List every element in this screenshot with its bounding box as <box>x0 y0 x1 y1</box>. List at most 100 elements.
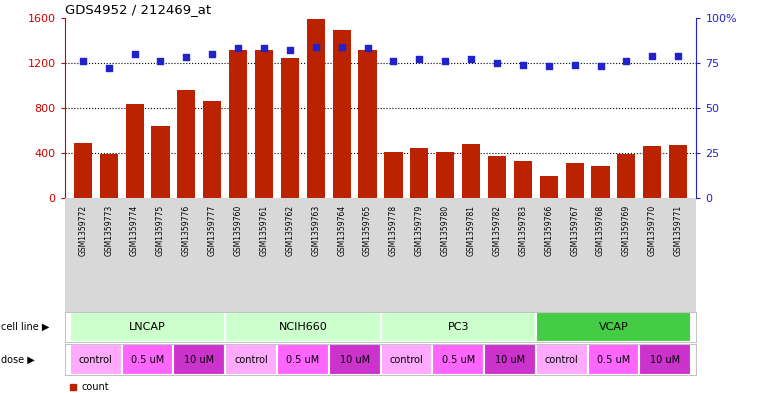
Point <box>310 44 322 50</box>
Text: GSM1359773: GSM1359773 <box>104 204 113 256</box>
Text: 0.5 uM: 0.5 uM <box>131 354 164 365</box>
Bar <box>277 344 329 375</box>
Bar <box>617 154 635 198</box>
Bar <box>669 145 687 198</box>
Text: GSM1359772: GSM1359772 <box>78 204 88 256</box>
Bar <box>462 144 480 198</box>
Bar <box>565 163 584 198</box>
Bar <box>151 126 170 198</box>
Bar <box>255 50 273 198</box>
Point <box>154 58 167 64</box>
Bar <box>333 30 351 198</box>
Bar <box>122 344 174 375</box>
Bar <box>380 344 432 375</box>
Text: GSM1359766: GSM1359766 <box>544 204 553 256</box>
Text: GSM1359765: GSM1359765 <box>363 204 372 256</box>
Bar <box>70 312 225 342</box>
Point <box>361 45 374 51</box>
Point <box>232 45 244 51</box>
Text: GSM1359770: GSM1359770 <box>648 204 657 256</box>
Bar <box>74 143 92 198</box>
Bar <box>380 312 536 342</box>
Text: control: control <box>545 354 578 365</box>
Bar <box>225 344 277 375</box>
Bar <box>229 50 247 198</box>
Point <box>103 65 115 72</box>
Point <box>387 58 400 64</box>
Text: GSM1359760: GSM1359760 <box>234 204 243 256</box>
Bar <box>643 147 661 198</box>
Bar <box>410 148 428 198</box>
Bar <box>177 90 196 198</box>
Text: NCIH660: NCIH660 <box>279 322 327 332</box>
Text: GSM1359777: GSM1359777 <box>208 204 217 256</box>
Text: cell line ▶: cell line ▶ <box>1 322 49 332</box>
Bar <box>358 50 377 198</box>
Point <box>206 51 218 57</box>
Text: GSM1359767: GSM1359767 <box>570 204 579 256</box>
Bar <box>126 103 144 198</box>
Point <box>77 58 89 64</box>
Bar <box>536 344 587 375</box>
Text: 0.5 uM: 0.5 uM <box>441 354 475 365</box>
Text: dose ▶: dose ▶ <box>1 354 34 365</box>
Bar <box>484 344 536 375</box>
Bar <box>174 344 225 375</box>
Bar <box>514 161 532 198</box>
Text: GSM1359768: GSM1359768 <box>596 204 605 256</box>
Text: control: control <box>234 354 268 365</box>
Text: GSM1359779: GSM1359779 <box>415 204 424 256</box>
Text: GSM1359764: GSM1359764 <box>337 204 346 256</box>
Text: 0.5 uM: 0.5 uM <box>286 354 320 365</box>
Point <box>594 63 607 70</box>
Text: GSM1359771: GSM1359771 <box>673 204 683 256</box>
Bar <box>432 344 484 375</box>
Text: GSM1359775: GSM1359775 <box>156 204 165 256</box>
Text: GSM1359769: GSM1359769 <box>622 204 631 256</box>
Text: control: control <box>79 354 113 365</box>
Text: 10 uM: 10 uM <box>495 354 525 365</box>
Text: GSM1359763: GSM1359763 <box>311 204 320 256</box>
Text: 10 uM: 10 uM <box>184 354 215 365</box>
Text: PC3: PC3 <box>447 322 469 332</box>
Bar <box>587 344 639 375</box>
Text: GSM1359781: GSM1359781 <box>466 204 476 255</box>
Point <box>258 45 270 51</box>
Text: control: control <box>390 354 423 365</box>
Text: 10 uM: 10 uM <box>650 354 680 365</box>
Text: GSM1359761: GSM1359761 <box>260 204 269 256</box>
Text: GSM1359774: GSM1359774 <box>130 204 139 256</box>
Point <box>129 51 141 57</box>
Text: 0.5 uM: 0.5 uM <box>597 354 630 365</box>
Text: GSM1359780: GSM1359780 <box>441 204 450 256</box>
Point <box>465 56 477 62</box>
Legend: count, percentile rank within the sample: count, percentile rank within the sample <box>69 382 247 393</box>
Bar <box>100 154 118 198</box>
Point <box>180 54 193 61</box>
Text: GSM1359783: GSM1359783 <box>518 204 527 256</box>
Bar <box>436 152 454 198</box>
Point <box>413 56 425 62</box>
Point <box>672 53 684 59</box>
Text: GSM1359782: GSM1359782 <box>492 204 501 255</box>
Point <box>491 60 503 66</box>
Point <box>620 58 632 64</box>
Bar <box>307 19 325 198</box>
Point <box>336 44 348 50</box>
Bar <box>488 156 506 198</box>
Bar <box>329 344 380 375</box>
Bar <box>281 58 299 198</box>
Point <box>439 58 451 64</box>
Bar <box>70 344 122 375</box>
Text: GSM1359762: GSM1359762 <box>285 204 295 256</box>
Text: 10 uM: 10 uM <box>339 354 370 365</box>
Bar <box>639 344 691 375</box>
Bar <box>591 166 610 198</box>
Text: GSM1359778: GSM1359778 <box>389 204 398 256</box>
Point <box>284 47 296 53</box>
Text: LNCAP: LNCAP <box>129 322 166 332</box>
Bar <box>536 312 691 342</box>
Text: VCAP: VCAP <box>599 322 629 332</box>
Point <box>568 62 581 68</box>
Text: GDS4952 / 212469_at: GDS4952 / 212469_at <box>65 4 211 17</box>
